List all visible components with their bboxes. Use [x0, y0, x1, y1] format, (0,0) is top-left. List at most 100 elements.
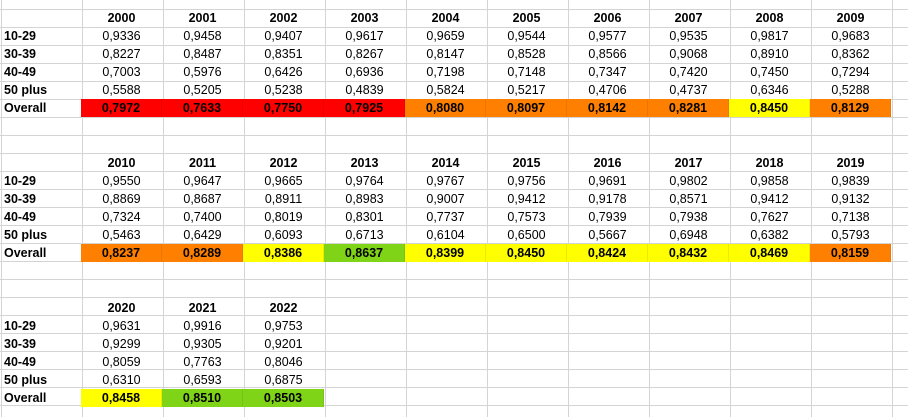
overall-value-cell[interactable]: 0,8432	[648, 244, 729, 262]
value-cell[interactable]: 0,5288	[831, 83, 870, 97]
value-cell[interactable]: 0,9631	[102, 319, 141, 333]
year-header-cell[interactable]: 2009	[836, 11, 865, 25]
row-label-cell[interactable]: 30-39	[4, 47, 36, 61]
overall-value-cell[interactable]: 0,8510	[162, 389, 243, 407]
value-cell[interactable]: 0,6713	[345, 228, 384, 242]
value-cell[interactable]: 0,9336	[102, 29, 141, 43]
value-cell[interactable]: 0,9802	[669, 174, 708, 188]
value-cell[interactable]: 0,5217	[507, 83, 546, 97]
value-cell[interactable]: 0,9756	[507, 174, 546, 188]
value-cell[interactable]: 0,8019	[264, 210, 303, 224]
value-cell[interactable]: 0,7003	[102, 65, 141, 79]
value-cell[interactable]: 0,7198	[426, 65, 465, 79]
value-cell[interactable]: 0,9767	[426, 174, 465, 188]
value-cell[interactable]: 0,8983	[345, 192, 384, 206]
year-header-cell[interactable]: 2003	[350, 11, 379, 25]
value-cell[interactable]: 0,9550	[102, 174, 141, 188]
overall-value-cell[interactable]: 0,8281	[648, 99, 729, 117]
value-cell[interactable]: 0,5793	[831, 228, 870, 242]
value-cell[interactable]: 0,8687	[183, 192, 222, 206]
value-cell[interactable]: 0,6104	[426, 228, 465, 242]
overall-value-cell[interactable]: 0,8237	[81, 244, 162, 262]
value-cell[interactable]: 0,8566	[588, 47, 627, 61]
row-label-cell[interactable]: 50 plus	[4, 228, 48, 242]
row-label-cell[interactable]: 40-49	[4, 210, 36, 224]
value-cell[interactable]: 0,8571	[669, 192, 708, 206]
value-cell[interactable]: 0,7324	[102, 210, 141, 224]
value-cell[interactable]: 0,9544	[507, 29, 546, 43]
value-cell[interactable]: 0,8147	[426, 47, 465, 61]
overall-value-cell[interactable]: 0,8159	[810, 244, 891, 262]
value-cell[interactable]: 0,6382	[750, 228, 789, 242]
value-cell[interactable]: 0,9412	[750, 192, 789, 206]
value-cell[interactable]: 0,7938	[669, 210, 708, 224]
value-cell[interactable]: 0,7400	[183, 210, 222, 224]
value-cell[interactable]: 0,9007	[426, 192, 465, 206]
value-cell[interactable]: 0,6948	[669, 228, 708, 242]
value-cell[interactable]: 0,6346	[750, 83, 789, 97]
value-cell[interactable]: 0,7420	[669, 65, 708, 79]
year-header-cell[interactable]: 2016	[593, 156, 622, 170]
year-header-cell[interactable]: 2021	[188, 301, 217, 315]
row-label-cell[interactable]: 30-39	[4, 192, 36, 206]
year-header-cell[interactable]: 2013	[350, 156, 379, 170]
row-label-cell[interactable]: 50 plus	[4, 83, 48, 97]
value-cell[interactable]: 0,6310	[102, 373, 141, 387]
row-label-cell[interactable]: Overall	[4, 101, 47, 115]
value-cell[interactable]: 0,6875	[264, 373, 303, 387]
row-label-cell[interactable]: 40-49	[4, 65, 36, 79]
value-cell[interactable]: 0,8059	[102, 355, 141, 369]
value-cell[interactable]: 0,8351	[264, 47, 303, 61]
value-cell[interactable]: 0,9683	[831, 29, 870, 43]
value-cell[interactable]: 0,9132	[831, 192, 870, 206]
value-cell[interactable]: 0,8046	[264, 355, 303, 369]
year-header-cell[interactable]: 2014	[431, 156, 460, 170]
year-header-cell[interactable]: 2017	[674, 156, 703, 170]
year-header-cell[interactable]: 2010	[107, 156, 136, 170]
value-cell[interactable]: 0,5588	[102, 83, 141, 97]
value-cell[interactable]: 0,7138	[831, 210, 870, 224]
overall-value-cell[interactable]: 0,8458	[81, 389, 162, 407]
value-cell[interactable]: 0,9753	[264, 319, 303, 333]
value-cell[interactable]: 0,9916	[183, 319, 222, 333]
row-label-cell[interactable]: Overall	[4, 246, 47, 260]
value-cell[interactable]: 0,6426	[264, 65, 303, 79]
value-cell[interactable]: 0,9535	[669, 29, 708, 43]
value-cell[interactable]: 0,8528	[507, 47, 546, 61]
value-cell[interactable]: 0,9665	[264, 174, 303, 188]
value-cell[interactable]: 0,9764	[345, 174, 384, 188]
value-cell[interactable]: 0,9617	[345, 29, 384, 43]
row-label-cell[interactable]: 50 plus	[4, 373, 48, 387]
value-cell[interactable]: 0,4737	[669, 83, 708, 97]
value-cell[interactable]: 0,9068	[669, 47, 708, 61]
overall-value-cell[interactable]: 0,8450	[486, 244, 567, 262]
overall-value-cell[interactable]: 0,8503	[243, 389, 324, 407]
value-cell[interactable]: 0,5824	[426, 83, 465, 97]
value-cell[interactable]: 0,9407	[264, 29, 303, 43]
value-cell[interactable]: 0,7294	[831, 65, 870, 79]
overall-value-cell[interactable]: 0,7925	[324, 99, 405, 117]
value-cell[interactable]: 0,6429	[183, 228, 222, 242]
year-header-cell[interactable]: 2001	[188, 11, 217, 25]
year-header-cell[interactable]: 2022	[269, 301, 298, 315]
row-label-cell[interactable]: Overall	[4, 391, 47, 405]
value-cell[interactable]: 0,8869	[102, 192, 141, 206]
value-cell[interactable]: 0,7347	[588, 65, 627, 79]
value-cell[interactable]: 0,8487	[183, 47, 222, 61]
overall-value-cell[interactable]: 0,8080	[405, 99, 486, 117]
value-cell[interactable]: 0,7627	[750, 210, 789, 224]
value-cell[interactable]: 0,9691	[588, 174, 627, 188]
value-cell[interactable]: 0,9178	[588, 192, 627, 206]
row-label-cell[interactable]: 40-49	[4, 355, 36, 369]
year-header-cell[interactable]: 2004	[431, 11, 460, 25]
overall-value-cell[interactable]: 0,7633	[162, 99, 243, 117]
value-cell[interactable]: 0,5463	[102, 228, 141, 242]
year-header-cell[interactable]: 2018	[755, 156, 784, 170]
value-cell[interactable]: 0,7148	[507, 65, 546, 79]
value-cell[interactable]: 0,8362	[831, 47, 870, 61]
year-header-cell[interactable]: 2008	[755, 11, 784, 25]
row-label-cell[interactable]: 10-29	[4, 319, 36, 333]
overall-value-cell[interactable]: 0,8637	[324, 244, 405, 262]
row-label-cell[interactable]: 10-29	[4, 29, 36, 43]
